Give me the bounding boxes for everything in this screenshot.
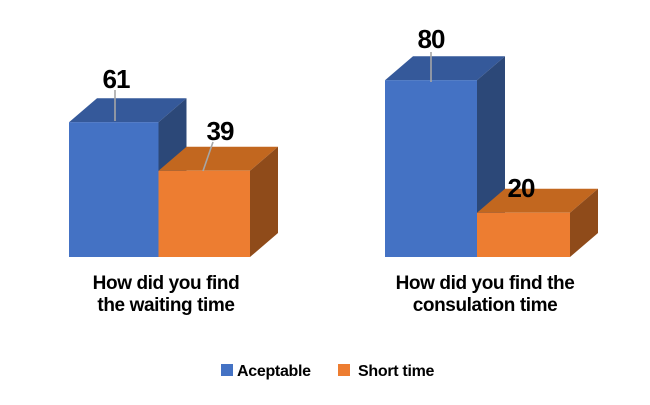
category-label-consultation-time-line2: consulation time	[413, 295, 558, 316]
data-label-acceptable-waiting-time: 61	[103, 64, 130, 94]
bar-group-consultation-time	[385, 56, 598, 258]
bar-short-time-consultation-time-front-face	[477, 212, 570, 257]
bar-short-time-waiting-time-side-face	[250, 146, 278, 257]
category-label-waiting-time-line1: How did you find	[93, 273, 240, 294]
bar-short-time-consultation-time-top-face	[477, 188, 598, 213]
legend-swatch-short-time	[338, 364, 350, 376]
data-label-acceptable-consultation-time: 80	[418, 24, 445, 54]
data-label-short-time-waiting-time: 39	[207, 116, 234, 146]
leader-line-short-time-waiting-time	[202, 141, 214, 172]
legend-swatch-acceptable	[221, 364, 233, 376]
bar-acceptable-consultation-time-top-face	[385, 56, 505, 81]
bar-short-time-waiting-time-front-face	[158, 170, 250, 257]
bar-short-time-waiting-time-top-face	[158, 146, 278, 171]
category-label-consultation-time-line1: How did you find the	[396, 273, 575, 294]
category-label-waiting-time-line2: the waiting time	[97, 295, 234, 316]
bar-acceptable-waiting-time-top-face	[69, 98, 187, 123]
legend-label-short-time: Short time	[358, 363, 435, 380]
legend-label-acceptable: Aceptable	[237, 363, 311, 380]
bar-acceptable-consultation-time-front-face	[385, 80, 477, 257]
data-label-short-time-consultation-time: 20	[508, 173, 535, 203]
bar-group-waiting-time	[69, 98, 278, 257]
bar-short-time-consultation-time-side-face	[570, 188, 598, 257]
bar-acceptable-waiting-time-front-face	[69, 122, 159, 257]
legend: Aceptable Short time	[221, 363, 435, 380]
